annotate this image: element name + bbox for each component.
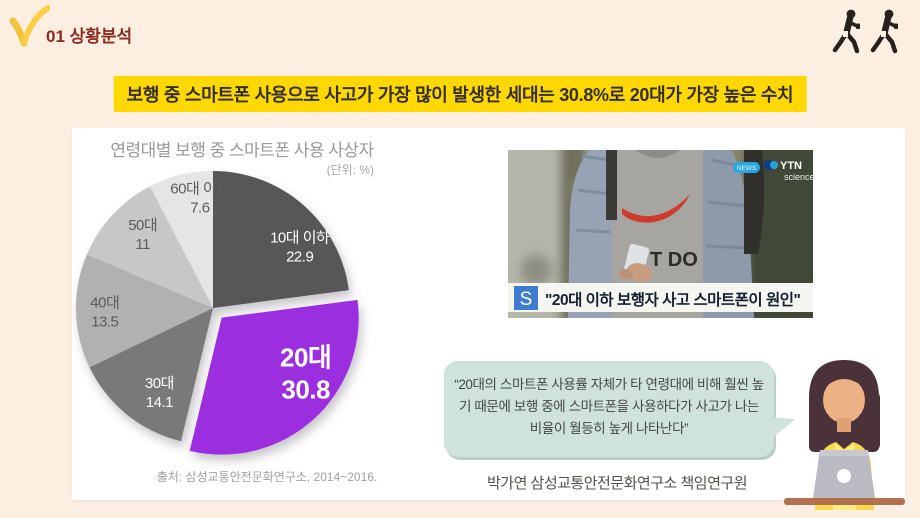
pie-slice-4 bbox=[86, 186, 213, 308]
shirt-text: T DO bbox=[650, 249, 698, 271]
quote-attribution: 박가연 삼성교통안전문화연구소 책임연구원 bbox=[486, 475, 748, 492]
quote-bubble: “20대의 스마트폰 사용률 자체가 타 연령대에 비해 훨씬 높기 때문에 보… bbox=[444, 361, 798, 457]
neck bbox=[837, 418, 851, 432]
pie-slices bbox=[76, 171, 359, 455]
news-screenshot: T DO NEWS YTN science bbox=[508, 150, 813, 318]
chart-source: 출처: 삼성교통안전문화연구소, 2014~2016. bbox=[156, 470, 378, 484]
news-caption: "20대 이하 보행자 사고 스마트폰이 원인" bbox=[545, 291, 801, 309]
pie-chart: 10대 이하 22.9 20대 30.8 30대 14.1 40대 13.5 50대 11 60대 … bbox=[72, 158, 452, 478]
chart-unit-label: (단위: %) bbox=[326, 163, 374, 177]
pie-label: 50대 bbox=[128, 217, 157, 234]
pie-slice-5 bbox=[149, 171, 213, 308]
face bbox=[823, 377, 865, 423]
pie-slice-3 bbox=[76, 254, 213, 368]
section-label: 01 상황분석 bbox=[46, 27, 133, 46]
bangs bbox=[820, 369, 869, 392]
pie-label: 30.8 bbox=[281, 374, 330, 404]
pedestrians-illustration bbox=[832, 9, 898, 54]
channel-sub: science bbox=[784, 172, 813, 182]
caption-bar: S "20대 이하 보행자 사고 스마트폰이 원인" bbox=[508, 283, 813, 312]
backpack-strap-right bbox=[744, 150, 765, 254]
laptop-logo bbox=[837, 469, 851, 483]
pie-label: 10대 이하 bbox=[270, 230, 330, 247]
news-badge-label: NEWS bbox=[737, 165, 757, 172]
content-card: 연령대별 보행 중 스마트폰 사용 사상자 (단위: %) 10대 이하 22.9… bbox=[72, 128, 905, 510]
headline-banner: 보행 중 스마트폰 사용으로 사고가 가장 많이 발생한 세대는 30.8%로 … bbox=[113, 76, 807, 112]
hand-with-phone bbox=[618, 243, 653, 282]
pie-label: 40대 bbox=[90, 295, 119, 312]
pie-label: 20대 bbox=[280, 342, 331, 372]
backpack-strap-left bbox=[606, 150, 617, 220]
pie-label: 60대 이상 bbox=[170, 180, 230, 197]
pie-label: 7.6 bbox=[190, 199, 210, 216]
pie-label: 30대 bbox=[145, 375, 174, 392]
caption-logo-box bbox=[514, 286, 538, 310]
plaid-shirt-right bbox=[701, 150, 754, 318]
news-badge bbox=[733, 162, 760, 173]
pie-label: 22.9 bbox=[286, 249, 313, 266]
channel-name: YTN bbox=[780, 160, 802, 172]
swoosh-logo bbox=[622, 194, 690, 223]
researcher-illustration bbox=[784, 360, 905, 510]
broadcaster-logo: NEWS YTN science bbox=[733, 160, 813, 182]
walking-person-icon bbox=[870, 9, 898, 54]
desk bbox=[784, 498, 905, 505]
chart-title: 연령대별 보행 중 스마트폰 사용 사상자 bbox=[110, 141, 374, 160]
walking-person-icon bbox=[832, 9, 860, 54]
pie-label: 14.1 bbox=[146, 394, 173, 411]
pie-label: 13.5 bbox=[91, 314, 118, 331]
pie-slice-1 bbox=[189, 299, 359, 455]
caption-logo-letter: S bbox=[520, 289, 533, 310]
pie-slice-2 bbox=[89, 308, 213, 442]
pie-label: 11 bbox=[135, 236, 150, 253]
pie-slice-0 bbox=[213, 171, 349, 308]
collar bbox=[636, 150, 680, 158]
quote-text: “20대의 스마트폰 사용률 자체가 타 연령대에 비해 훨씬 높기 때문에 보… bbox=[454, 377, 764, 436]
check-icon bbox=[9, 5, 50, 47]
